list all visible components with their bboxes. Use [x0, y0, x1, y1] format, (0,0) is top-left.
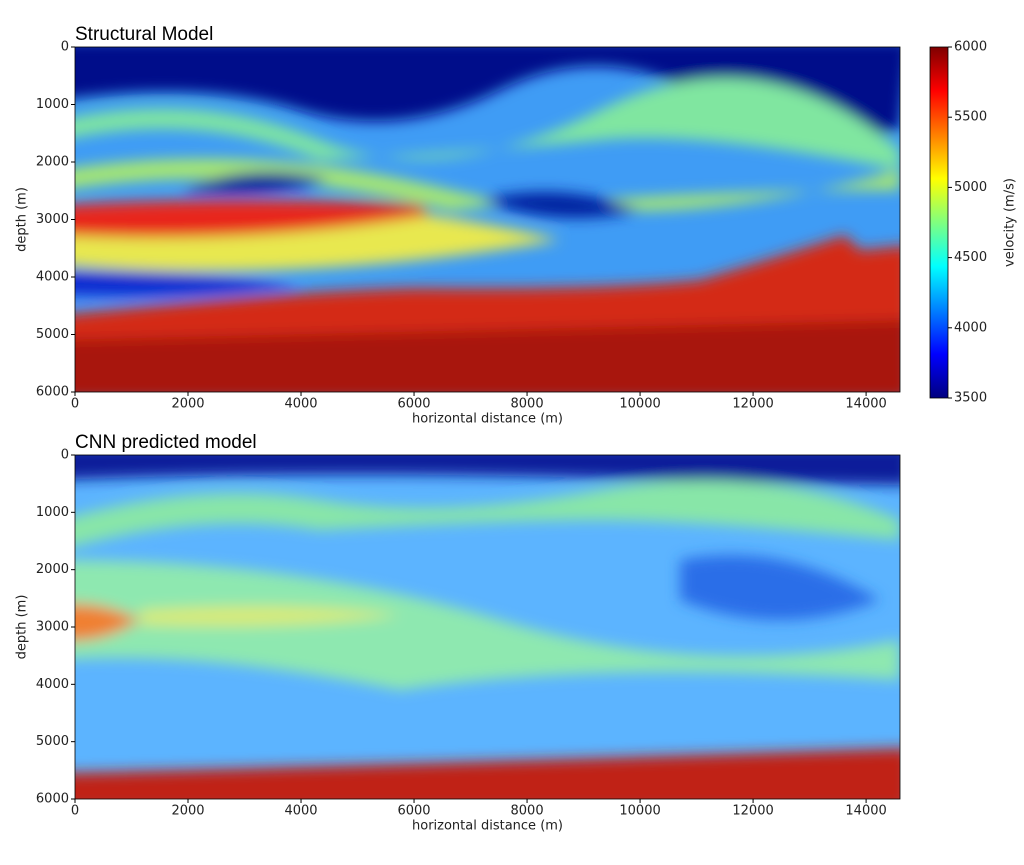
x-axis-label: horizontal distance (m): [412, 819, 563, 834]
x-tick-label: 6000: [397, 804, 430, 819]
colorbar-tick-label: 4500: [954, 250, 987, 265]
x-tick-label: 0: [71, 804, 79, 819]
colorbar-tick-label: 6000: [954, 40, 987, 55]
x-tick-label: 4000: [284, 804, 317, 819]
x-tick-label: 10000: [619, 397, 660, 412]
colorbar-label: velocity (m/s): [1003, 178, 1018, 267]
x-tick-label: 2000: [171, 397, 204, 412]
chart-title: CNN predicted model: [75, 432, 257, 453]
velocity-field: [75, 455, 900, 799]
x-tick-label: 12000: [732, 397, 773, 412]
y-tick-label: 6000: [36, 792, 69, 807]
y-tick-label: 4000: [36, 270, 69, 285]
y-tick-label: 1000: [36, 97, 69, 112]
y-tick-label: 2000: [36, 562, 69, 577]
chart-title: Structural Model: [75, 24, 213, 45]
y-tick-label: 6000: [36, 385, 69, 400]
colorbar-tick-label: 5500: [954, 110, 987, 125]
x-tick-label: 8000: [511, 397, 544, 412]
y-tick-label: 4000: [36, 677, 69, 692]
y-tick-label: 0: [61, 40, 69, 55]
x-tick-label: 4000: [284, 397, 317, 412]
colorbar-tick-label: 3500: [954, 391, 987, 406]
colorbar: [929, 46, 949, 399]
x-tick-label: 10000: [619, 804, 660, 819]
y-axis-label: depth (m): [15, 595, 30, 660]
x-tick-label: 0: [71, 397, 79, 412]
y-tick-label: 0: [61, 448, 69, 463]
y-tick-label: 3000: [36, 212, 69, 227]
y-tick-label: 1000: [36, 505, 69, 520]
x-axis-label: horizontal distance (m): [412, 412, 563, 427]
velocity-field: [75, 47, 900, 392]
x-tick-label: 6000: [397, 397, 430, 412]
y-axis-label: depth (m): [15, 187, 30, 252]
colorbar-tick-label: 5000: [954, 180, 987, 195]
x-tick-label: 14000: [845, 804, 886, 819]
colorbar-tick-label: 4000: [954, 320, 987, 335]
y-tick-label: 2000: [36, 155, 69, 170]
y-tick-label: 5000: [36, 327, 69, 342]
x-tick-label: 12000: [732, 804, 773, 819]
y-tick-label: 5000: [36, 734, 69, 749]
x-tick-label: 8000: [511, 804, 544, 819]
y-tick-label: 3000: [36, 620, 69, 635]
x-tick-label: 2000: [171, 804, 204, 819]
x-tick-label: 14000: [845, 397, 886, 412]
